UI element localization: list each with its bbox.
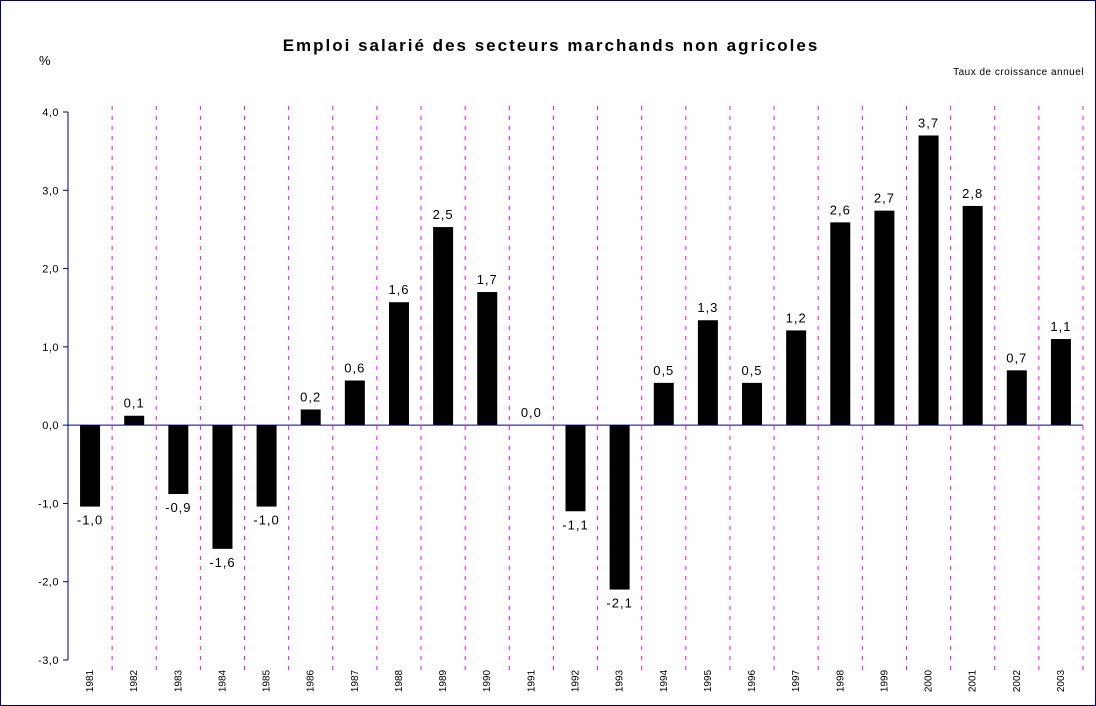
- x-tick-label: 2002: [1012, 669, 1023, 692]
- bar: [565, 425, 586, 512]
- bar: [874, 210, 895, 426]
- bar: [477, 292, 498, 426]
- value-label: -1,0: [77, 513, 103, 528]
- x-tick-label: 1992: [571, 669, 582, 692]
- y-tick-label: 3,0: [42, 185, 59, 197]
- value-label: 2,6: [830, 202, 851, 217]
- value-label: 2,8: [962, 186, 983, 201]
- x-tick-label: 1998: [835, 669, 846, 692]
- value-label: 1,7: [477, 272, 498, 287]
- bar: [124, 415, 145, 426]
- y-tick-label: 4,0: [42, 107, 59, 119]
- x-tick-label: 1985: [262, 669, 273, 692]
- value-label: 2,5: [433, 207, 454, 222]
- value-label: -1,6: [209, 555, 235, 570]
- x-tick-label: 1989: [438, 669, 449, 692]
- bar: [786, 330, 807, 426]
- value-label: 1,2: [786, 310, 807, 325]
- x-tick-label: 1988: [394, 669, 405, 692]
- value-label: -0,9: [165, 500, 191, 515]
- y-tick-label: -1,0: [38, 498, 59, 510]
- x-tick-label: 1984: [217, 669, 228, 692]
- x-tick-label: 2003: [1056, 669, 1067, 692]
- value-label: 0,2: [300, 389, 321, 404]
- value-label: 1,1: [1050, 319, 1071, 334]
- bar: [1006, 370, 1027, 426]
- bar: [653, 382, 674, 426]
- bar: [300, 409, 321, 426]
- bar: [742, 382, 763, 426]
- y-tick-label: 0,0: [42, 420, 59, 432]
- x-tick-label: 1990: [482, 669, 493, 692]
- value-label: 3,7: [918, 115, 939, 130]
- value-label: -1,1: [562, 517, 588, 532]
- x-tick-label: 1987: [350, 669, 361, 692]
- bar: [80, 425, 101, 507]
- x-tick-label: 1986: [306, 669, 317, 692]
- y-tick-label: -3,0: [38, 655, 59, 667]
- bar: [168, 425, 189, 495]
- x-tick-label: 1996: [747, 669, 758, 692]
- chart-subtitle: Taux de croissance annuel: [953, 67, 1084, 78]
- value-label: 0,1: [124, 396, 145, 411]
- x-tick-label: 1983: [173, 669, 184, 692]
- x-tick-label: 1981: [85, 669, 96, 692]
- x-tick-label: 2001: [968, 669, 979, 692]
- x-tick-label: 1982: [129, 669, 140, 692]
- x-tick-label: 1999: [879, 669, 890, 692]
- y-tick-label: 2,0: [42, 264, 59, 276]
- bar: [212, 425, 233, 549]
- bar: [830, 222, 851, 426]
- y-tick-label: 1,0: [42, 342, 59, 354]
- bar: [433, 227, 454, 426]
- value-label: -1,0: [253, 513, 279, 528]
- x-tick-label: 1997: [791, 669, 802, 692]
- y-tick-label: -2,0: [38, 577, 59, 589]
- x-tick-label: 2000: [924, 669, 935, 692]
- bar: [344, 380, 365, 426]
- bar: [256, 425, 277, 507]
- x-tick-label: 1994: [659, 669, 670, 692]
- bar: [609, 425, 630, 590]
- value-label: 0,6: [344, 361, 365, 376]
- x-tick-label: 1995: [703, 669, 714, 692]
- bar: [388, 302, 409, 426]
- value-label: 1,6: [388, 282, 409, 297]
- chart-title: Emploi salarié des secteurs marchands no…: [283, 36, 820, 55]
- bar: [962, 205, 983, 426]
- value-label: 1,3: [697, 300, 718, 315]
- bar: [697, 320, 718, 426]
- value-label: -2,1: [606, 596, 632, 611]
- value-label: 0,0: [521, 405, 542, 420]
- bar: [918, 135, 939, 426]
- value-label: 0,5: [741, 363, 762, 378]
- y-axis-label: %: [39, 53, 51, 68]
- value-label: 0,7: [1006, 350, 1027, 365]
- value-label: 0,5: [653, 363, 674, 378]
- x-tick-label: 1991: [526, 669, 537, 692]
- bar: [1050, 339, 1071, 426]
- value-label: 2,7: [874, 191, 895, 206]
- x-tick-label: 1993: [615, 669, 626, 692]
